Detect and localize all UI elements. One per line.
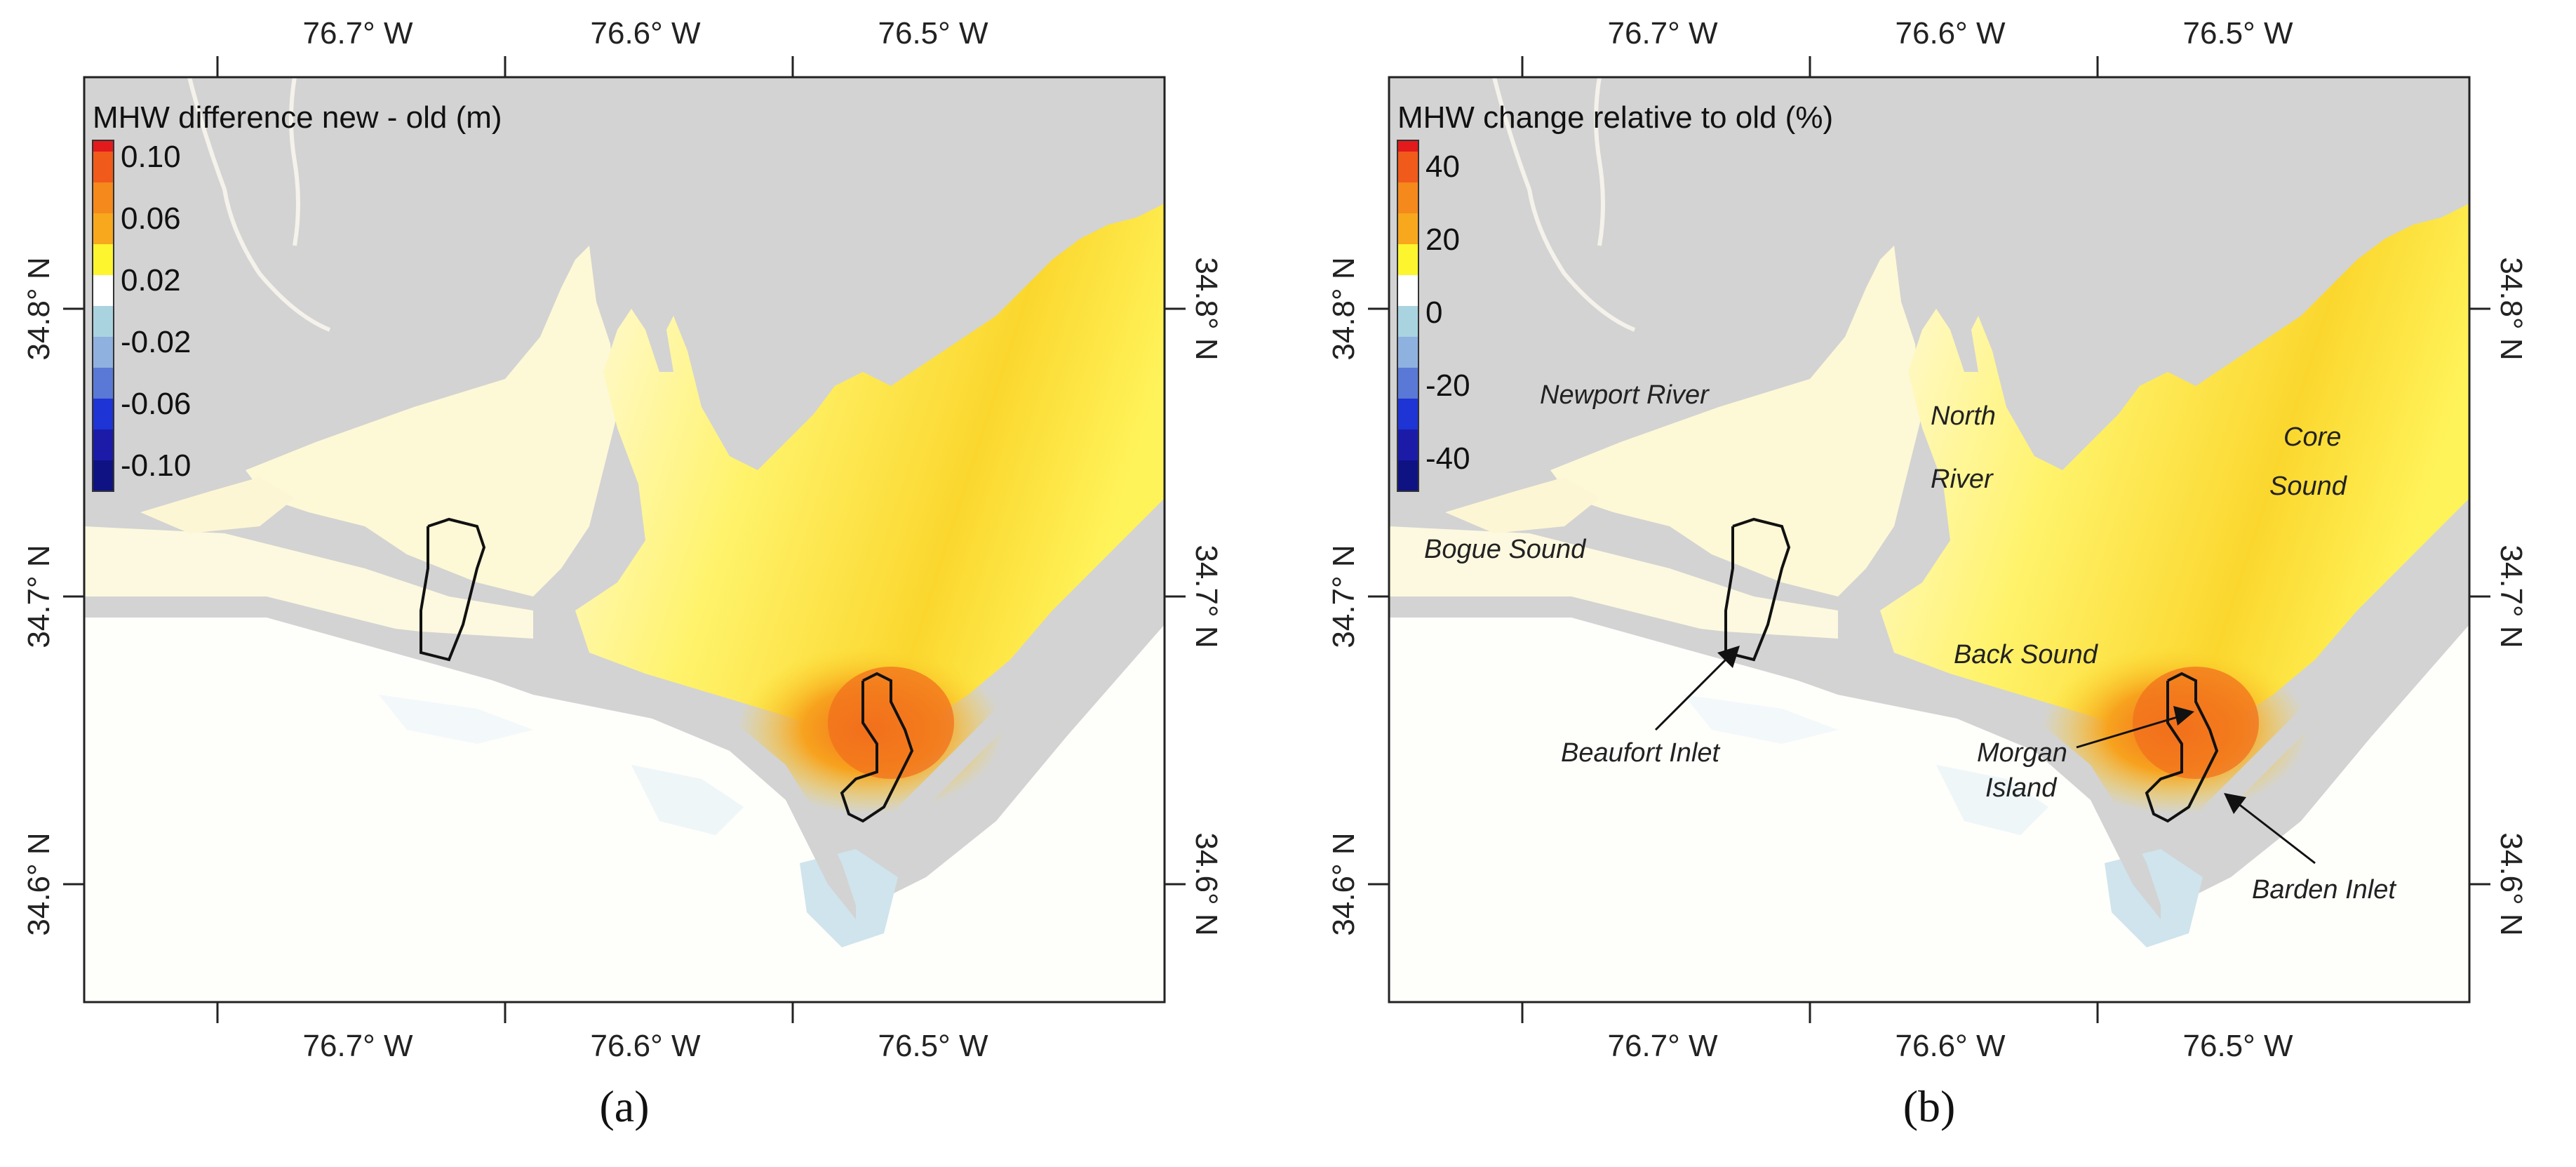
lat-tick-right-1: 34.8° N	[2494, 257, 2528, 360]
map-a	[84, 77, 1165, 1002]
label-back-sound: Back Sound	[1954, 640, 2099, 669]
legend-b-val-3: 0	[1425, 295, 1442, 330]
caption-a: (a)	[599, 1081, 649, 1131]
caption-b: (b)	[1903, 1081, 1956, 1131]
label-morgan-island-2: Island	[1985, 773, 2058, 803]
legend-b-val-4: -20	[1425, 368, 1470, 403]
lon-tick-top-3: 76.5° W	[2183, 16, 2293, 51]
lon-tick-bottom-2: 76.6° W	[591, 1029, 701, 1063]
ticks-a	[63, 56, 1186, 1023]
lon-tick-bottom-1: 76.7° W	[1608, 1029, 1718, 1063]
lat-tick-right-2: 34.7° N	[1189, 545, 1223, 648]
map-frame-a	[83, 76, 1166, 1003]
label-newport-river: Newport River	[1540, 380, 1710, 410]
legend-a-val-5: -0.06	[121, 387, 191, 421]
legend-b-val-2: 20	[1425, 222, 1460, 257]
legend-a-val-6: -0.10	[121, 448, 191, 483]
legend-b-val-5: -40	[1425, 441, 1470, 476]
lon-tick-top-3: 76.5° W	[878, 16, 988, 51]
lat-tick-right-3: 34.6° N	[2494, 832, 2528, 935]
label-morgan-island-1: Morgan	[1977, 738, 2067, 768]
legend-b-val-1: 40	[1425, 149, 1460, 184]
label-north-river-1: North	[1931, 401, 1996, 431]
arrow-beaufort-inlet	[1654, 646, 1740, 731]
legend-a-val-1: 0.10	[121, 140, 181, 174]
label-core-sound-1: Core	[2283, 422, 2341, 452]
lat-tick-left-1: 34.8° N	[22, 257, 56, 360]
map-frame-b	[1388, 76, 2471, 1003]
legend-a-val-3: 0.02	[121, 263, 181, 298]
lat-tick-right-1: 34.8° N	[1189, 257, 1223, 360]
lat-tick-left-3: 34.6° N	[1327, 832, 1361, 935]
legend-title-b: MHW change relative to old (%)	[1397, 100, 1833, 135]
lon-tick-bottom-2: 76.6° W	[1896, 1029, 2006, 1063]
lon-tick-bottom-1: 76.7° W	[303, 1029, 413, 1063]
color-scale-a	[92, 140, 114, 492]
legend-title-a: MHW difference new - old (m)	[93, 100, 502, 135]
legend-a-val-4: -0.02	[121, 325, 191, 359]
lon-tick-top-1: 76.7° W	[1608, 16, 1718, 51]
lon-tick-top-2: 76.6° W	[1896, 16, 2006, 51]
lat-tick-left-2: 34.7° N	[1327, 545, 1361, 648]
arrow-morgan-island	[2076, 706, 2194, 749]
ticks-b	[1368, 56, 2490, 1023]
panel-b: 76.7° W 76.6° W 76.5° W 76.7° W 76.6° W …	[1327, 16, 2528, 1131]
lat-tick-left-1: 34.8° N	[1327, 257, 1361, 360]
lat-tick-right-2: 34.7° N	[2494, 545, 2528, 648]
panel-a: 76.7° W 76.6° W 76.5° W 76.7° W 76.6° W …	[22, 16, 1223, 1131]
legend-a-val-2: 0.06	[121, 201, 181, 236]
lon-tick-top-2: 76.6° W	[591, 16, 701, 51]
label-north-river-2: River	[1931, 465, 1994, 494]
lon-tick-bottom-3: 76.5° W	[2183, 1029, 2293, 1063]
lat-tick-right-3: 34.6° N	[1189, 832, 1223, 935]
arrow-barden-inlet	[2224, 793, 2316, 865]
label-barden-inlet: Barden Inlet	[2252, 875, 2396, 905]
label-bogue-sound: Bogue Sound	[1424, 535, 1587, 564]
lat-tick-left-2: 34.7° N	[22, 545, 56, 648]
lon-tick-top-1: 76.7° W	[303, 16, 413, 51]
label-beaufort-inlet: Beaufort Inlet	[1561, 738, 1720, 768]
lon-tick-bottom-3: 76.5° W	[878, 1029, 988, 1063]
label-core-sound-2: Sound	[2269, 472, 2348, 501]
lat-tick-left-3: 34.6° N	[22, 832, 56, 935]
color-scale-b	[1397, 140, 1419, 492]
